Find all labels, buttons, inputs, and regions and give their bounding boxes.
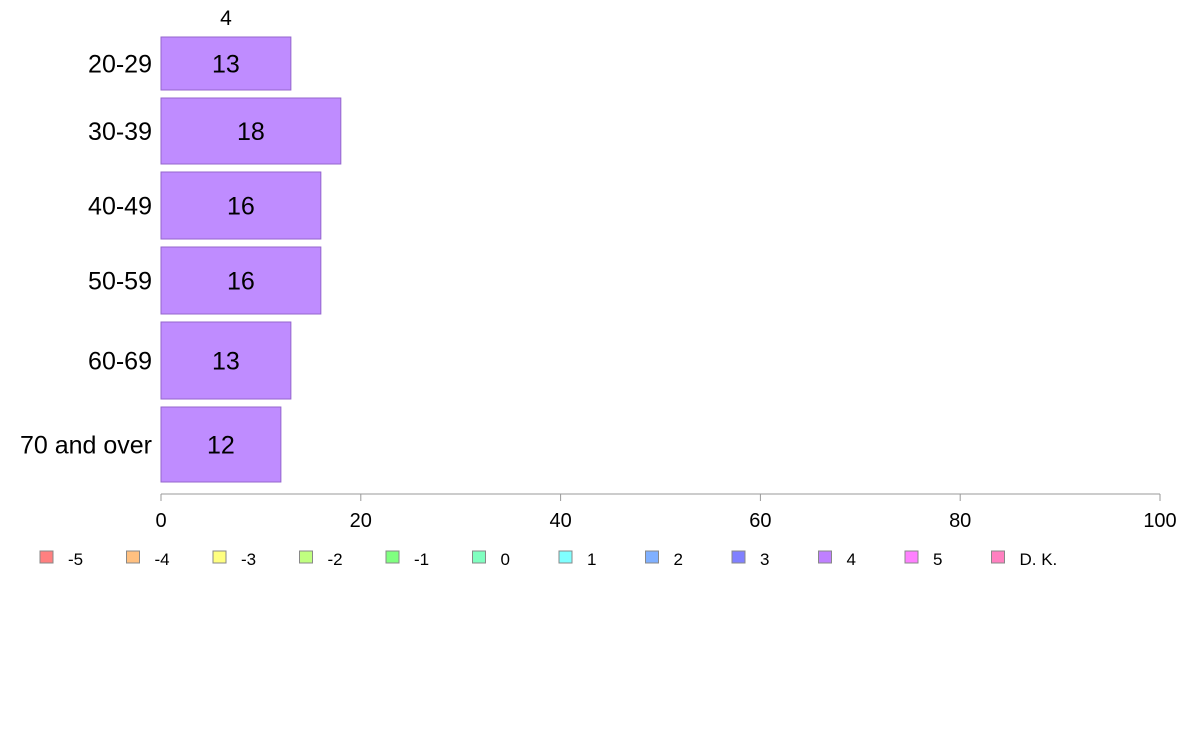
category-label: 60-69 xyxy=(88,348,152,376)
x-axis: 0 20 40 60 80 100 xyxy=(155,493,1177,532)
legend-label: -1 xyxy=(414,550,429,569)
x-tick-label: 100 xyxy=(1143,510,1176,532)
legend-label: 2 xyxy=(674,550,683,569)
bar-30-39 xyxy=(160,97,342,165)
legend-swatch xyxy=(731,550,746,564)
legend-swatch xyxy=(299,550,313,564)
bars-group: 20-29 13 30-39 18 40-49 16 50-59 16 60-69 13 70 an… xyxy=(20,36,342,483)
legend-label: 4 xyxy=(847,550,856,569)
x-tick-label: 60 xyxy=(749,510,771,532)
value-label: 18 xyxy=(237,118,265,146)
category-label: 20-29 xyxy=(88,51,152,79)
value-label: 13 xyxy=(212,348,240,376)
legend-label: 5 xyxy=(933,550,942,569)
legend-label: -3 xyxy=(241,550,256,569)
value-label: 13 xyxy=(212,51,240,79)
bar-70-and-over xyxy=(160,406,282,483)
x-tick-label: 0 xyxy=(155,510,166,532)
category-label: 30-39 xyxy=(88,118,152,146)
bar-40-49 xyxy=(160,171,322,240)
series-top-label: 4 xyxy=(220,7,232,30)
legend-label: -2 xyxy=(328,550,343,569)
legend-swatch xyxy=(991,550,1005,564)
legend-swatch xyxy=(472,550,486,564)
legend-swatch xyxy=(212,550,227,564)
category-label: 70 and over xyxy=(20,432,152,460)
value-label: 16 xyxy=(227,268,255,296)
x-tick-label: 40 xyxy=(549,510,571,532)
legend-label: 1 xyxy=(587,550,596,569)
bar-60-69 xyxy=(160,321,292,400)
legend-swatch xyxy=(818,550,832,564)
legend-label: -4 xyxy=(155,550,170,569)
legend-swatch xyxy=(39,550,54,564)
legend-swatch xyxy=(558,550,573,564)
legend-label: D. K. xyxy=(1020,550,1058,569)
category-label: 40-49 xyxy=(88,193,152,221)
bar-50-59 xyxy=(160,246,322,315)
legend: -5 -4 -3 -2 -1 0 1 2 3 4 5 D. K. xyxy=(39,550,1058,569)
legend-swatch xyxy=(385,550,400,564)
legend-label: -5 xyxy=(68,550,83,569)
x-tick-label: 80 xyxy=(949,510,971,532)
legend-label: 3 xyxy=(760,550,769,569)
bar-20-29 xyxy=(160,36,292,91)
legend-swatch xyxy=(126,550,140,564)
category-label: 50-59 xyxy=(88,268,152,296)
legend-swatch xyxy=(904,550,919,564)
x-tick-label: 20 xyxy=(350,510,372,532)
value-label: 16 xyxy=(227,193,255,221)
value-label: 12 xyxy=(207,432,235,460)
legend-label: 0 xyxy=(501,550,510,569)
legend-swatch xyxy=(645,550,659,564)
